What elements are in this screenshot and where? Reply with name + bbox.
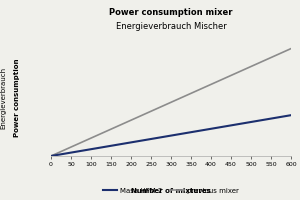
Text: Energieverbrauch Mischer: Energieverbrauch Mischer	[116, 22, 226, 31]
Text: Power consumption mixer: Power consumption mixer	[109, 8, 233, 17]
Text: Energieverbrauch: Energieverbrauch	[0, 67, 6, 129]
Text: Number of mixtures: Number of mixtures	[131, 188, 211, 194]
Legend: Masa HPM 2, previous mixer: Masa HPM 2, previous mixer	[100, 185, 242, 197]
Text: Power consumption: Power consumption	[14, 59, 20, 137]
